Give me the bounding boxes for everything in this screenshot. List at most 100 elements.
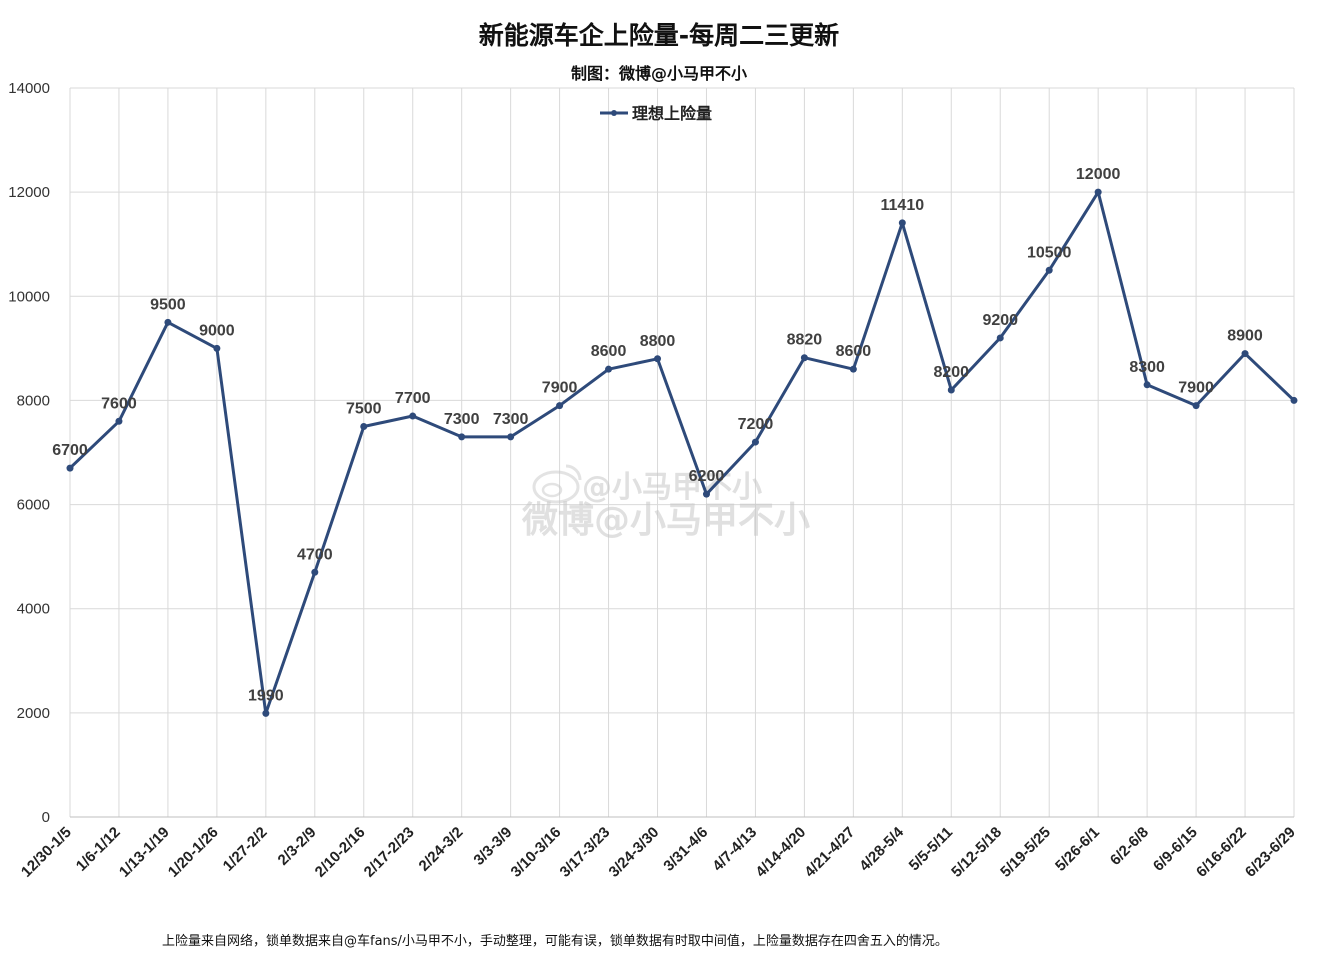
data-label: 6200 — [689, 468, 725, 485]
y-tick-label: 8000 — [17, 392, 50, 409]
x-tick-label: 4/28-5/4 — [856, 823, 907, 874]
data-label: 12000 — [1076, 166, 1121, 183]
x-tick-label: 12/30-1/5 — [18, 824, 75, 881]
data-point — [800, 354, 808, 362]
x-tick-label: 1/20-1/26 — [165, 824, 222, 881]
x-tick-label: 1/13-1/19 — [116, 824, 173, 881]
x-tick-label: 3/24-3/30 — [606, 824, 663, 881]
watermark-handle: @小马甲不小 — [582, 470, 762, 505]
y-tick-label: 12000 — [8, 184, 50, 201]
data-point — [1241, 350, 1249, 358]
data-points — [66, 188, 1298, 717]
y-tick-label: 0 — [42, 809, 50, 826]
data-label: 7300 — [444, 411, 480, 428]
x-tick-label: 4/14-4/20 — [752, 824, 809, 881]
data-point — [1143, 381, 1151, 389]
data-point — [996, 334, 1004, 342]
data-label: 8800 — [640, 333, 676, 350]
data-label: 11410 — [881, 197, 925, 214]
x-tick-label: 2/24-3/2 — [416, 824, 467, 875]
data-label: 6700 — [52, 442, 88, 459]
x-tick-label: 1/27-2/2 — [220, 824, 271, 875]
data-label: 1990 — [248, 687, 284, 704]
chart-subtitle: 制图：微博@小马甲不小 — [571, 64, 747, 83]
x-tick-label: 2/3-2/9 — [275, 824, 320, 869]
data-point — [66, 464, 74, 472]
data-point — [115, 417, 123, 425]
data-point — [849, 365, 857, 373]
x-tick-label: 5/12-5/18 — [948, 824, 1005, 881]
data-point — [360, 422, 368, 430]
data-point — [164, 318, 172, 326]
data-point — [1290, 396, 1298, 404]
y-axis-ticks: 0 2000 4000 6000 8000 10000 12000 14000 — [8, 80, 50, 826]
data-point — [507, 433, 515, 441]
legend-label: 理想上险量 — [632, 104, 712, 123]
data-point — [702, 490, 710, 498]
x-tick-label: 3/17-3/23 — [557, 824, 614, 881]
y-tick-label: 14000 — [8, 80, 50, 97]
data-point — [213, 344, 221, 352]
watermark: @小马甲不小 微博@小马甲不小 — [521, 464, 810, 541]
data-label: 4700 — [297, 546, 333, 563]
data-point — [947, 386, 955, 394]
x-tick-label: 4/21-4/27 — [801, 824, 858, 881]
x-tick-label: 5/19-5/25 — [997, 824, 1054, 881]
x-tick-label: 2/17-2/23 — [361, 824, 418, 881]
data-point — [311, 568, 319, 576]
x-tick-label: 3/3-3/9 — [470, 824, 515, 869]
watermark-text: 微博@小马甲不小 — [521, 500, 810, 541]
y-tick-label: 6000 — [17, 497, 50, 514]
data-label: 10500 — [1027, 244, 1072, 261]
data-label: 7300 — [493, 411, 529, 428]
x-tick-label: 5/5-5/11 — [906, 824, 956, 874]
y-tick-label: 10000 — [8, 288, 50, 305]
data-label: 7200 — [738, 416, 774, 433]
data-label: 8600 — [836, 343, 872, 360]
x-tick-label: 3/10-3/16 — [508, 824, 565, 881]
data-point — [751, 438, 759, 446]
data-label: 8600 — [591, 343, 627, 360]
x-axis-ticks: 12/30-1/51/6-1/121/13-1/191/20-1/261/27-… — [18, 823, 1299, 880]
gridlines — [69, 87, 1295, 818]
weibo-logo-icon — [532, 464, 582, 504]
data-point — [409, 412, 417, 420]
data-point — [1094, 188, 1102, 196]
data-point — [556, 402, 564, 410]
data-point — [1045, 266, 1053, 274]
data-point — [458, 433, 466, 441]
series-line-group — [68, 190, 1296, 715]
data-label: 9200 — [982, 312, 1018, 329]
data-label: 8900 — [1227, 328, 1263, 345]
data-label: 7900 — [542, 380, 578, 397]
legend-swatch-marker — [611, 110, 617, 116]
y-tick-label: 2000 — [17, 705, 50, 722]
data-label: 7900 — [1178, 380, 1214, 397]
data-point — [654, 355, 662, 363]
data-point — [1192, 402, 1200, 410]
data-point — [262, 709, 270, 717]
series-line — [68, 190, 1296, 715]
data-point — [898, 219, 906, 227]
data-labels: 6700 7600 9500 9000 1990 4700 7500 7700 7300 7300… — [52, 166, 1263, 704]
x-tick-label: 5/26-6/1 — [1052, 824, 1103, 875]
data-label: 8300 — [1129, 359, 1165, 376]
y-tick-label: 4000 — [17, 601, 50, 618]
data-label: 8200 — [933, 364, 969, 381]
data-point — [605, 365, 613, 373]
data-label: 9500 — [150, 296, 186, 313]
x-tick-label: 2/10-2/16 — [312, 824, 369, 881]
x-tick-label: 3/31-4/6 — [660, 824, 711, 875]
footnote: 上险量来自网络，锁单数据来自@车fans/小马甲不小，手动整理，可能有误，锁单数… — [162, 933, 948, 949]
x-tick-label: 6/2-6/8 — [1107, 824, 1152, 869]
x-tick-label: 6/16-6/22 — [1193, 824, 1250, 881]
chart-title: 新能源车企上险量-每周二三更新 — [479, 21, 839, 50]
data-label: 9000 — [199, 322, 235, 339]
x-tick-label: 6/23-6/29 — [1242, 824, 1299, 881]
data-label: 8820 — [787, 332, 823, 349]
data-label: 7700 — [395, 390, 431, 407]
legend: 理想上险量 — [600, 104, 712, 123]
data-label: 7500 — [346, 400, 382, 417]
data-label: 7600 — [101, 395, 137, 412]
